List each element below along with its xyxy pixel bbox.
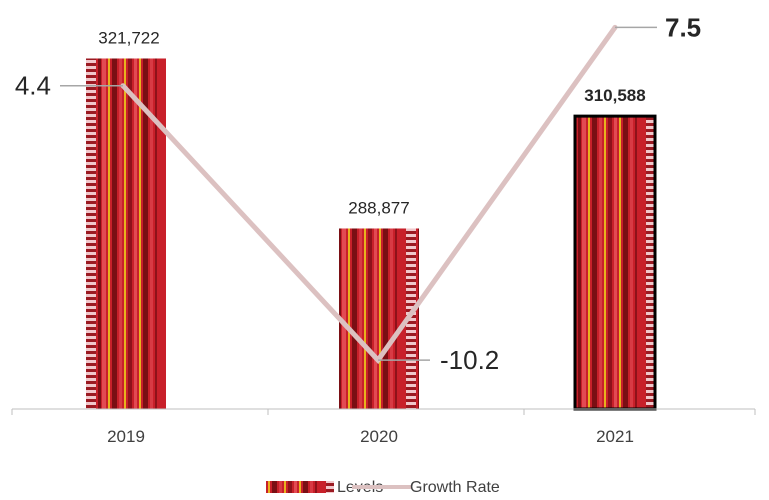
bars-layer <box>86 58 657 411</box>
x-axis-tick-labels: 2019 2020 2021 <box>107 427 634 446</box>
growth-value-label-2021: 7.5 <box>665 12 701 42</box>
bar-levels-2021 <box>573 114 657 411</box>
bar-data-labels: 321,722 288,877 310,588 <box>98 28 645 217</box>
x-tick-label-2021: 2021 <box>596 427 634 446</box>
x-tick-label-2019: 2019 <box>107 427 145 446</box>
growth-value-label-2020: -10.2 <box>440 345 499 375</box>
bar-value-label-2019: 321,722 <box>98 28 159 47</box>
growth-value-label-2019: 4.4 <box>15 71 51 101</box>
x-tick-label-2020: 2020 <box>360 427 398 446</box>
x-axis-ticks <box>11 409 756 415</box>
bar-value-label-2020: 288,877 <box>348 198 409 217</box>
bar-value-label-2021: 310,588 <box>584 86 645 105</box>
legend: Levels Growth Rate <box>266 479 500 496</box>
legend-label-growth-rate: Growth Rate <box>410 479 500 496</box>
line-data-labels: 4.4 -10.2 7.5 <box>15 12 701 375</box>
bar-levels-2019 <box>86 58 166 410</box>
legend-swatch-levels <box>266 481 334 493</box>
